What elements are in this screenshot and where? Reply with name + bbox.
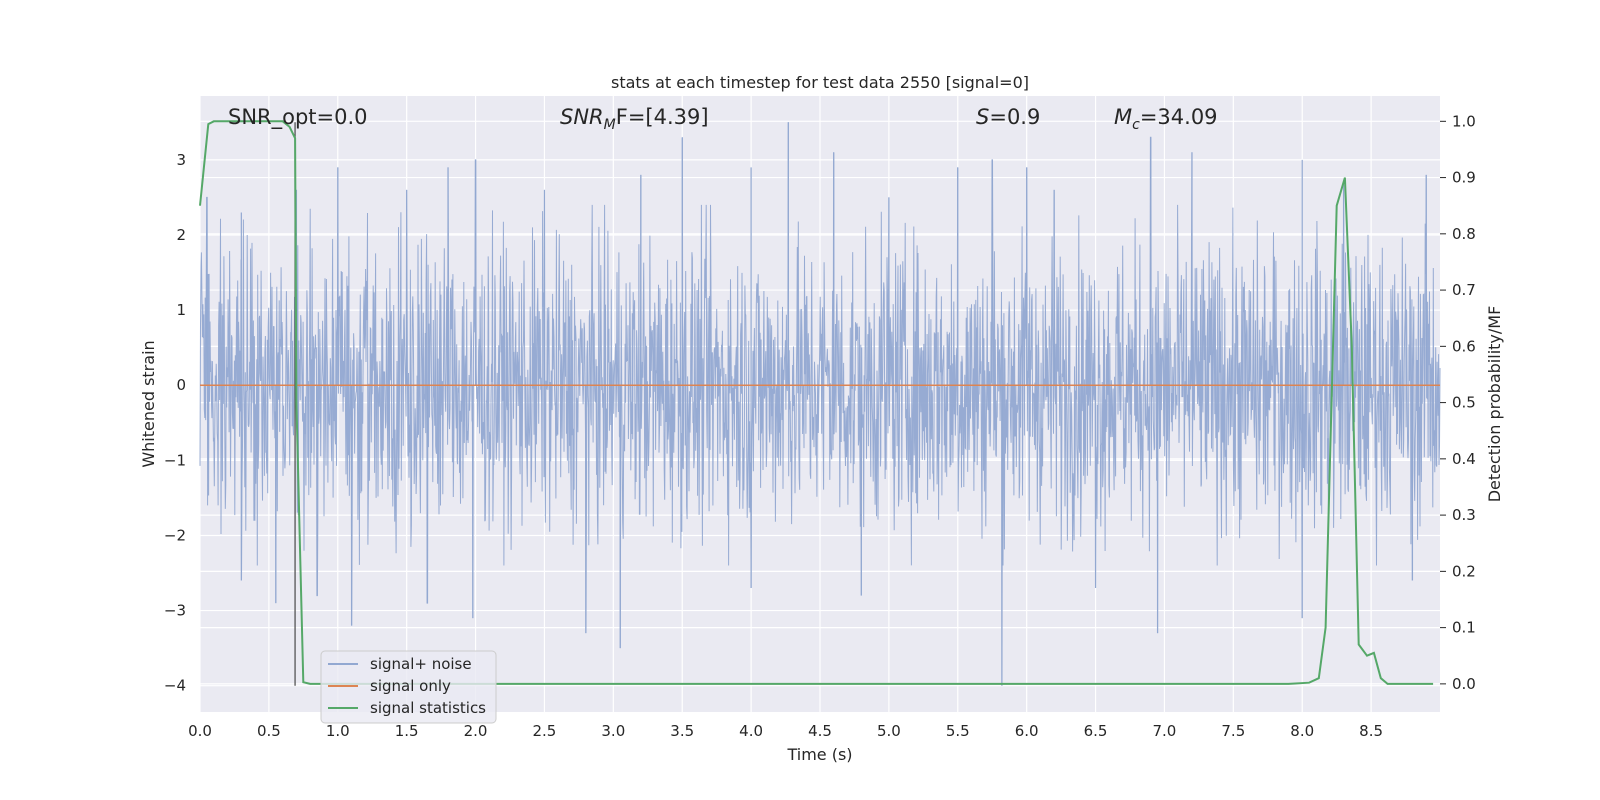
legend-box	[320, 650, 497, 724]
legend-label-noise: signal+ noise	[370, 655, 472, 673]
y-tick-label: −3	[164, 602, 186, 620]
legend-label-signal: signal only	[370, 677, 451, 695]
x-tick-label: 3.5	[670, 722, 694, 740]
annotation-mc: Mc=34.09	[1114, 105, 1218, 133]
signal-statistics-line	[199, 120, 1434, 685]
x-axis-label: Time (s)	[786, 745, 852, 764]
y2-tick-label: 0.4	[1452, 450, 1476, 468]
y-tick-label: −4	[164, 677, 186, 695]
annotation-snr-opt: SNR_opt=0.0	[228, 105, 368, 130]
annotation-snr-mf-rest: F=[4.39]	[616, 105, 709, 129]
annotation-s: S=0.9	[976, 105, 1040, 129]
x-tick-label: 2.5	[533, 722, 557, 740]
y2-axis-ticks: 1.0 0.9 0.8 0.7 0.6 0.5 0.4 0.3 0.2 0.1 0.0	[1440, 112, 1476, 693]
y-tick-label: 3	[176, 151, 186, 169]
x-tick-label: 0.5	[257, 722, 281, 740]
x-tick-label: 1.0	[326, 722, 350, 740]
x-tick-label: 4.5	[808, 722, 832, 740]
annotation-snr-mf-sub: M	[604, 117, 616, 133]
y2-tick-label: 0.6	[1452, 337, 1476, 355]
y-tick-label: 2	[176, 226, 186, 244]
y2-tick-label: 0.1	[1452, 619, 1476, 637]
y2-tick-label: 0.8	[1452, 225, 1476, 243]
y2-tick-label: 0.5	[1452, 394, 1476, 412]
y2-tick-label: 0.9	[1452, 169, 1476, 187]
annotation-s-rest: =0.9	[989, 105, 1040, 129]
x-tick-label: 2.0	[464, 722, 488, 740]
signal-noise-series	[199, 122, 1441, 686]
chart-title: stats at each timestep for test data 255…	[611, 73, 1029, 92]
y-tick-label: 0	[176, 376, 186, 394]
y2-tick-label: 0.7	[1452, 281, 1476, 299]
y2-tick-label: 0.3	[1452, 506, 1476, 524]
legend: signal+ noise signal only signal statist…	[320, 650, 497, 724]
x-tick-label: 3.0	[601, 722, 625, 740]
x-axis-ticks: 0.0 0.5 1.0 1.5 2.0 2.5 3.0 3.5 4.0 4.5 5.0 5.5 6.0 6…	[188, 722, 1383, 740]
x-tick-label: 1.5	[395, 722, 419, 740]
y-tick-label: −2	[164, 526, 186, 544]
x-tick-label: 8.0	[1290, 722, 1314, 740]
annotation-mc-rest: =34.09	[1140, 105, 1218, 129]
signal-statistics-series	[199, 120, 1434, 685]
y-axis-ticks: 3 2 1 0 −1 −2 −3 −4	[164, 151, 186, 695]
annotation-snr-mf: SNRMF=[4.39]	[560, 105, 709, 133]
x-tick-label: 0.0	[188, 722, 212, 740]
x-tick-label: 8.5	[1359, 722, 1383, 740]
y2-axis-label: Detection probability/MF	[1485, 306, 1504, 503]
x-tick-label: 5.5	[946, 722, 970, 740]
y-axis-label: Whitened strain	[139, 340, 158, 467]
annotation-mc-sub: c	[1132, 117, 1140, 133]
legend-label-stats: signal statistics	[370, 699, 486, 717]
annotation-snr-mf-base: SNR	[560, 105, 604, 129]
annotation-s-italic: S	[976, 105, 989, 129]
x-tick-label: 6.5	[1084, 722, 1108, 740]
x-tick-label: 6.0	[1015, 722, 1039, 740]
x-tick-label: 4.0	[739, 722, 763, 740]
y2-tick-label: 1.0	[1452, 112, 1476, 130]
x-tick-label: 7.0	[1153, 722, 1177, 740]
y2-tick-label: 0.2	[1452, 562, 1476, 580]
annotation-mc-italic: M	[1114, 105, 1132, 129]
y-tick-label: 1	[176, 301, 186, 319]
y2-tick-label: 0.0	[1452, 675, 1476, 693]
x-tick-label: 5.0	[877, 722, 901, 740]
x-tick-label: 7.5	[1221, 722, 1245, 740]
y-tick-label: −1	[164, 451, 186, 469]
